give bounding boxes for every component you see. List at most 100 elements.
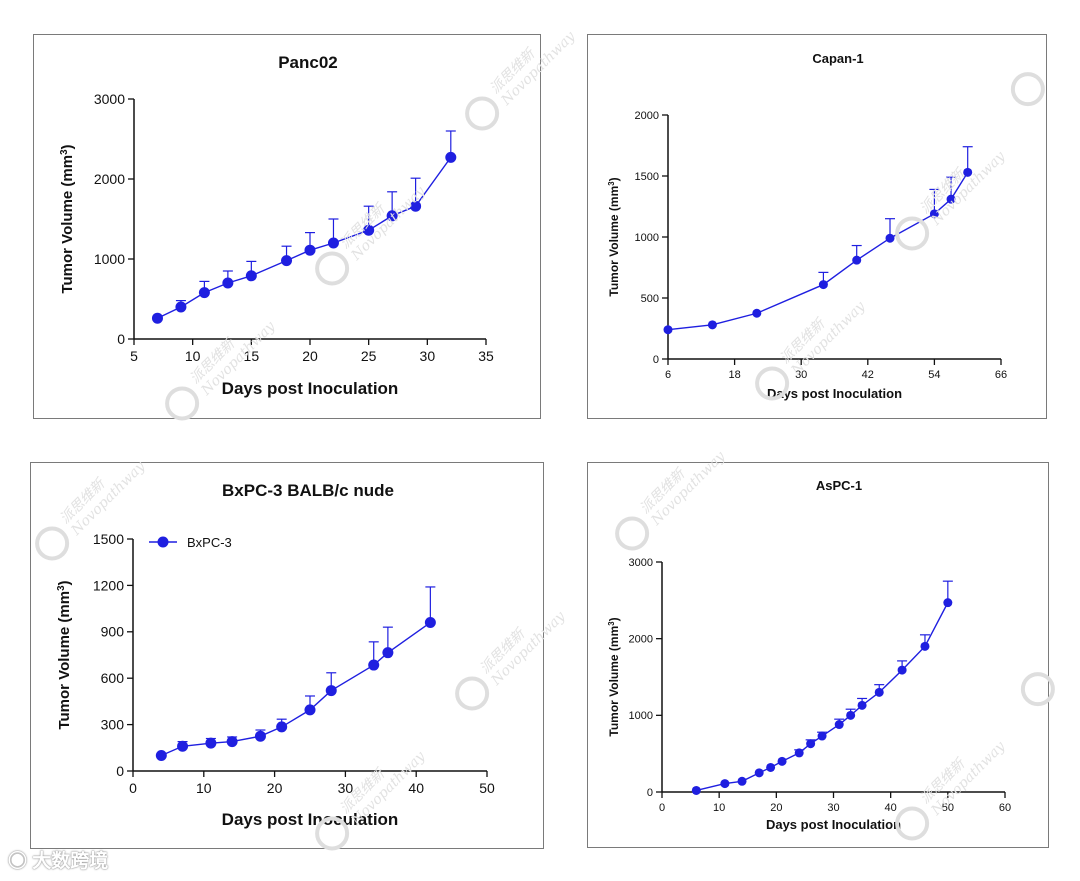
data-point [281, 255, 293, 267]
data-point [963, 167, 973, 177]
y-axis-label-superscript: 3 [59, 149, 70, 155]
y-axis-label: Tumor Volume (mm3) [59, 144, 77, 293]
chart-panel-capan1: Capan-1 0 500 1000 1500 2000 6 18 30 42 54 66 Days p… [587, 34, 1047, 419]
y-tick-label: 0 [117, 331, 125, 347]
y-tick-label: 0 [653, 354, 659, 366]
x-tick-label: 5 [130, 348, 138, 364]
y-axis-label-superscript: 3 [607, 181, 616, 186]
x-tick-label: 20 [267, 780, 283, 796]
series-line [667, 171, 969, 331]
data-point [276, 721, 288, 733]
data-point [766, 762, 776, 772]
x-axis-label: Days post Inoculation [222, 810, 399, 829]
y-axis-label-text: Tumor Volume (mm [56, 591, 73, 730]
data-point [155, 750, 167, 762]
y-tick-label: 3000 [94, 91, 125, 107]
data-point [663, 325, 673, 335]
data-point [386, 210, 398, 222]
data-point [752, 308, 762, 318]
x-tick-label: 54 [928, 369, 940, 381]
x-tick-label: 30 [795, 369, 807, 381]
y-axis-label-text: Tumor Volume (mm [59, 155, 76, 294]
chart-title: Panc02 [278, 53, 338, 72]
x-axis-label: Days post Inoculation [222, 379, 399, 398]
data-point [226, 736, 238, 748]
data-point [424, 617, 436, 629]
data-point [806, 739, 816, 749]
data-point [818, 280, 828, 290]
x-tick-label: 50 [942, 802, 954, 814]
x-tick-label: 6 [665, 369, 671, 381]
chart-aspc1: AsPC-1 0 1000 2000 3000 0 10 20 30 40 50 60 Days pos… [607, 478, 1012, 832]
data-point [946, 194, 956, 204]
chart-capan1: Capan-1 0 500 1000 1500 2000 6 18 30 42 54 66 Days p… [607, 51, 1008, 401]
y-axis-label-close: ) [607, 617, 621, 621]
series-line [696, 602, 949, 792]
y-tick-label: 2000 [629, 634, 653, 646]
chart-panel-panc02: Panc02 0 1000 2000 3000 5 10 15 20 25 30 35 Days pos… [33, 34, 541, 419]
y-tick-label: 0 [647, 787, 653, 799]
data-point [327, 237, 339, 249]
y-tick-label: 1000 [635, 232, 659, 244]
x-tick-label: 40 [408, 780, 424, 796]
data-point [382, 647, 394, 659]
x-tick-label: 25 [361, 348, 377, 364]
y-tick-label: 1500 [635, 171, 659, 183]
y-tick-label: 500 [641, 293, 659, 305]
data-point [920, 641, 930, 651]
data-point [222, 277, 234, 289]
data-point [410, 200, 422, 212]
x-tick-label: 0 [659, 802, 665, 814]
y-tick-label: 1000 [94, 251, 125, 267]
footer-text: 大数跨境 [32, 851, 109, 872]
x-tick-label: 30 [420, 348, 436, 364]
x-axis-label: Days post Inoculation [766, 817, 901, 832]
y-axis-label: Tumor Volume (mm3) [56, 580, 74, 729]
x-tick-label: 18 [728, 369, 740, 381]
x-tick-label: 0 [129, 780, 137, 796]
data-point [205, 737, 217, 749]
data-point [817, 731, 827, 741]
y-tick-label: 2000 [635, 110, 659, 122]
x-tick-label: 10 [185, 348, 201, 364]
x-axis-label: Days post Inoculation [767, 386, 902, 401]
y-axis-label-close: ) [59, 144, 76, 149]
y-tick-label: 900 [101, 624, 125, 640]
chart-title: AsPC-1 [816, 478, 862, 493]
y-tick-label: 0 [116, 763, 124, 779]
y-tick-label: 2000 [94, 171, 125, 187]
data-point [737, 776, 747, 786]
x-tick-label: 50 [479, 780, 495, 796]
x-tick-label: 15 [244, 348, 260, 364]
data-point [754, 768, 764, 778]
x-tick-label: 20 [302, 348, 318, 364]
data-point [943, 598, 953, 608]
y-axis-label-text: Tumor Volume (mm [607, 626, 621, 737]
y-axis-label-close: ) [56, 580, 73, 585]
data-point [897, 665, 907, 675]
legend-marker [157, 536, 169, 548]
chart-bxpc3: BxPC-3 BALB/c nude 0 300 600 900 1200 1500 0 10 2… [56, 481, 495, 829]
y-axis-label: Tumor Volume (mm3) [607, 617, 622, 736]
y-axis-label: Tumor Volume (mm3) [607, 177, 622, 296]
data-point [151, 312, 163, 324]
y-tick-label: 300 [101, 717, 125, 733]
y-axis-label-superscript: 3 [607, 621, 616, 626]
x-tick-label: 35 [478, 348, 494, 364]
y-tick-label: 3000 [629, 557, 653, 569]
wechat-icon: ◉ [8, 851, 33, 872]
data-point [857, 700, 867, 710]
data-point [175, 301, 187, 313]
data-point [254, 730, 266, 742]
data-point [691, 785, 701, 795]
footer-brand: ◉ 大数跨境 [8, 846, 108, 873]
chart-panel-bxpc3: BxPC-3 BALB/c nude 0 300 600 900 1200 1500 0 10 2… [30, 462, 544, 849]
y-axis-label-superscript: 3 [56, 585, 67, 591]
x-tick-label: 40 [885, 802, 897, 814]
data-point [304, 244, 316, 256]
data-point [363, 224, 375, 236]
x-tick-label: 42 [862, 369, 874, 381]
chart-panel-aspc1: AsPC-1 0 1000 2000 3000 0 10 20 30 40 50 60 Days pos… [587, 462, 1049, 848]
y-axis-label-text: Tumor Volume (mm [607, 186, 621, 297]
data-point [846, 710, 856, 720]
